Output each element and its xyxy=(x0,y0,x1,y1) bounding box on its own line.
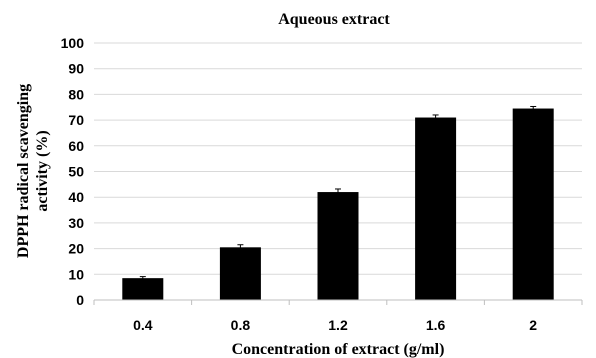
y-tick-label: 30 xyxy=(68,215,84,231)
bars xyxy=(122,105,554,300)
x-tick-label: 1.2 xyxy=(328,317,348,333)
bar xyxy=(122,278,164,300)
x-tick-label: 0.8 xyxy=(231,317,251,333)
y-tick-label: 50 xyxy=(68,164,84,180)
y-axis-label-line-2: activity (%) xyxy=(34,130,51,211)
gridlines xyxy=(94,42,582,275)
error-bar xyxy=(530,105,537,111)
y-tick-label: 10 xyxy=(68,266,84,282)
y-tick-label: 40 xyxy=(68,189,84,205)
y-tick-label: 60 xyxy=(68,138,84,154)
y-tick-label: 20 xyxy=(68,241,84,257)
bar xyxy=(415,117,457,300)
error-bar xyxy=(139,276,146,280)
y-axis-label-line-1: DPPH radical scavenging xyxy=(15,84,32,258)
y-tick-label: 0 xyxy=(76,292,84,308)
error-bar xyxy=(237,244,244,250)
error-bar xyxy=(432,114,439,121)
x-tick-label: 1.6 xyxy=(426,317,446,333)
x-tick-label: 0.4 xyxy=(133,317,153,333)
chart-title: Aqueous extract xyxy=(278,11,390,28)
error-bar xyxy=(335,188,341,196)
y-axis-label: DPPH radical scavenging activity (%) xyxy=(15,84,51,258)
y-axis-ticks: 0 10 20 30 40 50 60 70 80 90 100 xyxy=(61,35,85,308)
x-axis-ticks: 0.4 0.8 1.2 1.6 2 xyxy=(93,300,583,333)
y-tick-label: 80 xyxy=(68,86,84,102)
x-tick-label: 2 xyxy=(529,317,537,333)
y-tick-label: 90 xyxy=(68,61,84,77)
bar xyxy=(317,192,359,300)
bar xyxy=(512,108,554,300)
bar xyxy=(219,247,261,300)
x-axis-label: Concentration of extract (g/ml) xyxy=(232,341,445,358)
y-tick-label: 70 xyxy=(68,112,84,128)
y-tick-label: 100 xyxy=(61,35,85,51)
